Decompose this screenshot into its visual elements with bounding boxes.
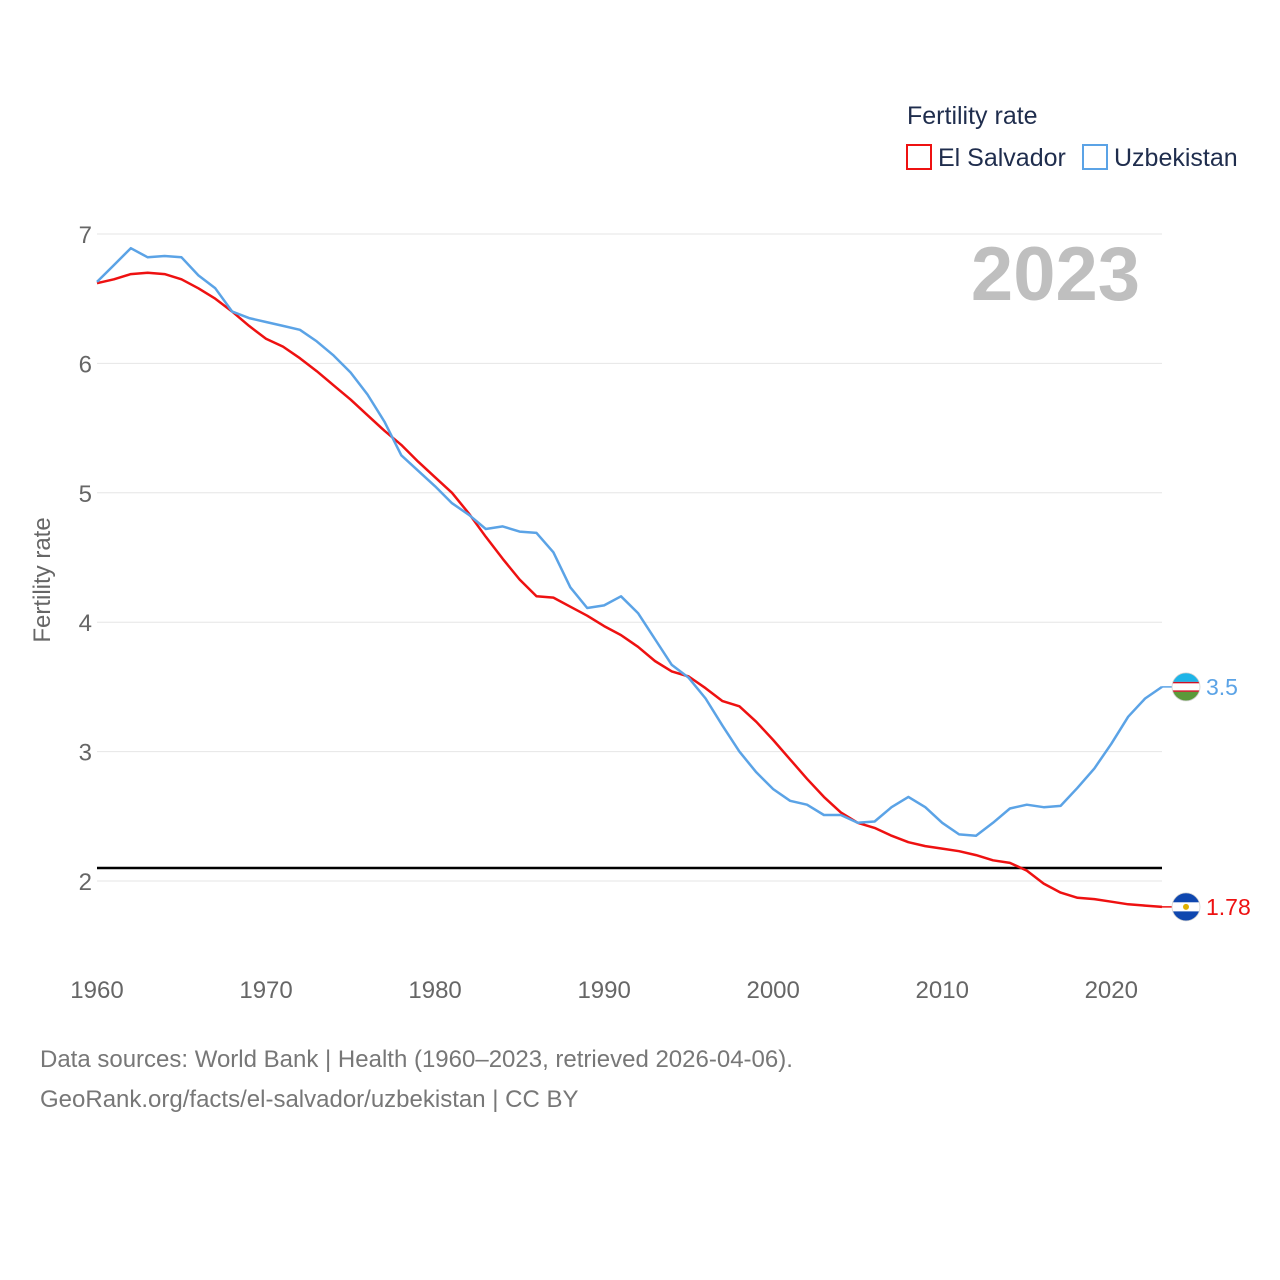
y-tick-label: 5 bbox=[79, 481, 92, 508]
y-tick-label: 6 bbox=[79, 351, 92, 378]
x-tick-label: 2000 bbox=[746, 977, 799, 1004]
legend-swatch-el-salvador bbox=[906, 144, 932, 170]
x-tick-label: 1970 bbox=[239, 977, 292, 1004]
series-lines bbox=[96, 246, 1163, 909]
end-label-uzbekistan: 3.5 bbox=[1206, 674, 1238, 700]
x-axis-ticks: 1960 1970 1980 1990 2000 2010 2020 bbox=[70, 977, 1138, 1004]
x-tick-label: 2020 bbox=[1085, 977, 1138, 1004]
y-axis-title: Fertility rate bbox=[29, 517, 56, 642]
legend-label-uzbekistan: Uzbekistan bbox=[1114, 144, 1238, 172]
legend-item-el-salvador[interactable]: El Salvador bbox=[906, 144, 1066, 172]
x-tick-label: 1990 bbox=[577, 977, 630, 1004]
legend-swatch-uzbekistan bbox=[1082, 144, 1108, 170]
y-tick-label: 4 bbox=[79, 610, 92, 637]
legend[interactable]: Fertility rate El Salvador Uzbekistan bbox=[906, 102, 1238, 172]
legend-label-el-salvador: El Salvador bbox=[938, 144, 1066, 172]
y-tick-label: 3 bbox=[79, 740, 92, 767]
series-line-uzbekistan[interactable] bbox=[96, 246, 1163, 837]
flag-el-salvador-icon bbox=[1171, 892, 1201, 922]
flag-uzbekistan-icon bbox=[1171, 672, 1201, 702]
end-markers: 1.78 3.5 bbox=[1162, 672, 1251, 922]
source-line-2[interactable]: GeoRank.org/facts/el-salvador/uzbekistan… bbox=[40, 1086, 579, 1113]
series-line-el-salvador[interactable] bbox=[96, 271, 1163, 909]
y-axis-ticks: 2 3 4 5 6 7 bbox=[79, 222, 92, 896]
y-tick-label: 7 bbox=[79, 222, 92, 249]
gridlines bbox=[97, 233, 1162, 882]
year-watermark: 2023 bbox=[971, 232, 1140, 317]
x-tick-label: 1980 bbox=[408, 977, 461, 1004]
y-tick-label: 2 bbox=[79, 869, 92, 896]
end-label-el-salvador: 1.78 bbox=[1206, 894, 1251, 920]
x-tick-label: 2010 bbox=[916, 977, 969, 1004]
legend-title: Fertility rate bbox=[907, 102, 1038, 130]
source-line-1: Data sources: World Bank | Health (1960–… bbox=[40, 1046, 793, 1073]
legend-item-uzbekistan[interactable]: Uzbekistan bbox=[1082, 144, 1238, 172]
x-tick-label: 1960 bbox=[70, 977, 123, 1004]
